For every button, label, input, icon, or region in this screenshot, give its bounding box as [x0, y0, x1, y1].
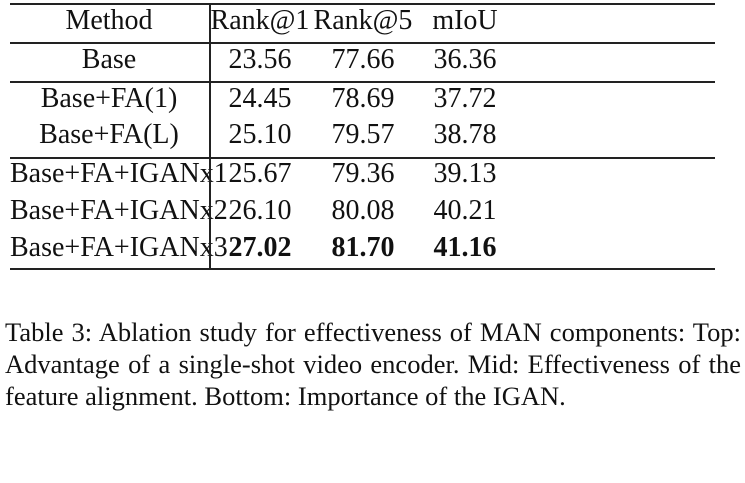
table-row: Base+FA+IGANx1 25.67 79.36 39.13 — [10, 155, 715, 193]
group-separator — [10, 42, 715, 44]
table-row: Base+FA+IGANx2 26.10 80.08 40.21 — [10, 192, 715, 230]
value-cell: mIoU — [432, 5, 498, 36]
group-separator — [10, 81, 715, 83]
method-cell: Base+FA(1) — [40, 83, 178, 114]
value-cell: 39.13 — [433, 158, 497, 189]
method-cell: Method — [65, 5, 153, 36]
value-cell: 77.66 — [331, 44, 395, 75]
value-cell: Rank@5 — [313, 5, 413, 36]
value-cell: 40.21 — [433, 195, 497, 226]
header-row: Method Rank@1 Rank@5 mIoU — [10, 2, 715, 40]
table-row: Base 23.56 77.66 36.36 — [10, 41, 715, 79]
value-cell: 78.69 — [331, 83, 395, 114]
table-row: Base+FA+IGANx3 27.02 81.70 41.16 — [10, 229, 715, 267]
column-divider — [209, 4, 211, 269]
value-cell: 23.56 — [228, 44, 292, 75]
value-cell: 36.36 — [433, 44, 497, 75]
method-cell: Base+FA+IGANx2 — [10, 195, 228, 226]
table-row: Base+FA(L) 25.10 79.57 38.78 — [10, 116, 715, 154]
table-caption: Table 3: Ablation study for effectivenes… — [5, 317, 741, 411]
top-rule — [10, 3, 715, 5]
value-cell: 41.16 — [433, 232, 497, 263]
bottom-rule — [10, 268, 715, 270]
value-cell: 79.57 — [331, 119, 395, 150]
value-cell: 81.70 — [331, 232, 395, 263]
method-cell: Base+FA(L) — [39, 119, 179, 150]
value-cell: 27.02 — [228, 232, 292, 263]
method-cell: Base+FA+IGANx1 — [10, 158, 228, 189]
value-cell: 37.72 — [433, 83, 497, 114]
value-cell: 80.08 — [331, 195, 395, 226]
method-cell: Base — [81, 44, 137, 75]
value-cell: 38.78 — [433, 119, 497, 150]
value-cell: 26.10 — [228, 195, 292, 226]
value-cell: Rank@1 — [210, 5, 310, 36]
value-cell: 25.10 — [228, 119, 292, 150]
group-separator — [10, 157, 715, 159]
value-cell: 24.45 — [228, 83, 292, 114]
value-cell: 79.36 — [331, 158, 395, 189]
table-row: Base+FA(1) 24.45 78.69 37.72 — [10, 80, 715, 118]
value-cell: 25.67 — [228, 158, 292, 189]
method-cell: Base+FA+IGANx3 — [10, 232, 228, 263]
